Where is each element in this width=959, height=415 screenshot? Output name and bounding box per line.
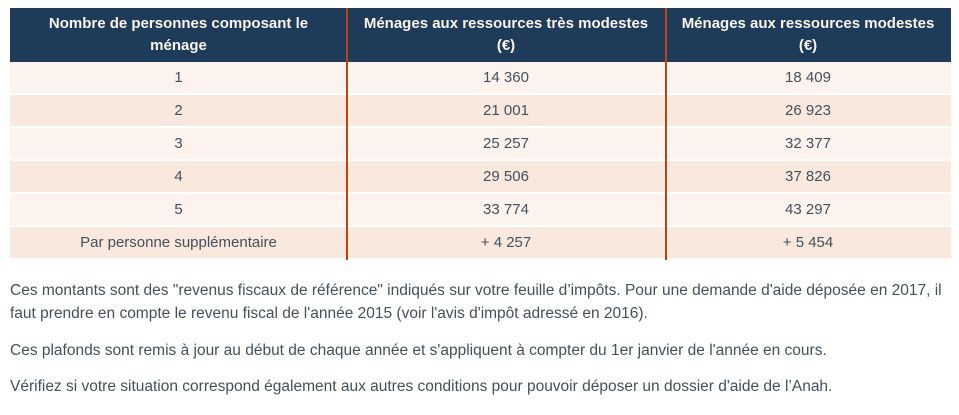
explanatory-notes: Ces montants sont des "revenus fiscaux d… (10, 279, 955, 398)
table-cell: Par personne supplémentaire (10, 227, 347, 260)
income-ceiling-table: Nombre de personnes composant le ménage … (10, 8, 951, 260)
note-reference-income: Ces montants sont des "revenus fiscaux d… (10, 282, 942, 323)
table-row: 1 14 360 18 409 (10, 62, 951, 95)
table-header-row: Nombre de personnes composant le ménage … (10, 8, 951, 62)
table-cell: 32 377 (665, 128, 951, 161)
income-ceiling-table-wrap: Nombre de personnes composant le ménage … (10, 8, 951, 260)
column-header-household-size: Nombre de personnes composant le ménage (10, 8, 347, 62)
table-cell: 5 (10, 194, 347, 227)
note-ceilings-update: Ces plafonds sont remis à jour au début … (10, 341, 827, 359)
column-separator (346, 8, 348, 260)
table-cell: 4 (10, 161, 347, 194)
page: Nombre de personnes composant le ménage … (10, 8, 955, 398)
table-body: 1 14 360 18 409 2 21 001 26 923 3 25 257 32 377 4… (10, 62, 951, 260)
table-cell: 14 360 (347, 62, 665, 95)
column-separator (665, 8, 667, 260)
table-cell: 37 826 (665, 161, 951, 194)
column-header-modest-resources: Ménages aux ressources modestes (€) (665, 8, 951, 62)
table-cell: 25 257 (347, 128, 665, 161)
table-cell: + 5 454 (665, 227, 951, 260)
column-header-very-modest-resources: Ménages aux ressources très modestes (€) (347, 8, 665, 62)
table-row: 3 25 257 32 377 (10, 128, 951, 161)
table-cell: 1 (10, 62, 347, 95)
table-cell: 26 923 (665, 95, 951, 128)
table-cell: 18 409 (665, 62, 951, 95)
note-check-conditions: Vérifiez si votre situation correspond é… (10, 377, 833, 395)
table-row: 4 29 506 37 826 (10, 161, 951, 194)
table-cell: + 4 257 (347, 227, 665, 260)
table-cell: 43 297 (665, 194, 951, 227)
table-header: Nombre de personnes composant le ménage … (10, 8, 951, 62)
table-row: 2 21 001 26 923 (10, 95, 951, 128)
table-cell: 29 506 (347, 161, 665, 194)
table-cell: 21 001 (347, 95, 665, 128)
table-cell: 33 774 (347, 194, 665, 227)
table-cell: 3 (10, 128, 347, 161)
table-row: 5 33 774 43 297 (10, 194, 951, 227)
table-cell: 2 (10, 95, 347, 128)
table-row: Par personne supplémentaire + 4 257 + 5 45… (10, 227, 951, 260)
